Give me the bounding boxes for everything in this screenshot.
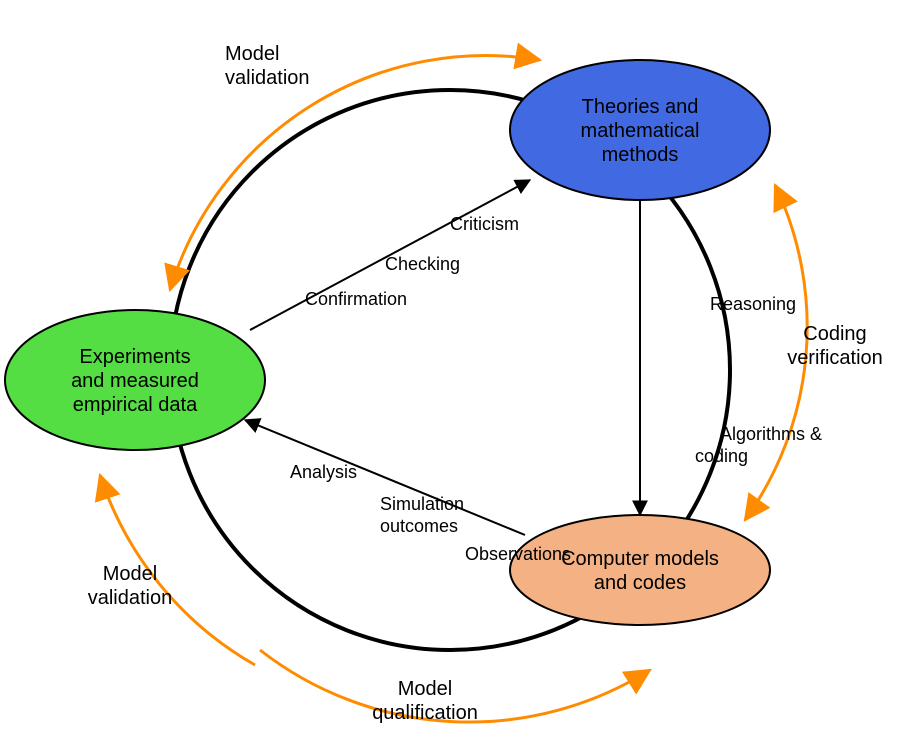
lbl-observations: Observations	[465, 544, 571, 564]
label-experiments: Experimentsand measuredempirical data	[71, 346, 199, 416]
outer-model-validation-top: Modelvalidation	[225, 43, 310, 89]
lbl-simulation2: outcomes	[380, 516, 458, 536]
lbl-checking: Checking	[385, 254, 460, 274]
lbl-reasoning: Reasoning	[710, 294, 796, 314]
node-computer	[510, 515, 770, 625]
lbl-criticism: Criticism	[450, 214, 519, 234]
diagram-canvas: Theories andmathematicalmethods Experime…	[0, 0, 902, 739]
lbl-coding: coding	[695, 446, 748, 466]
outer-model-qualification: Modelqualification	[372, 678, 478, 724]
lbl-confirmation: Confirmation	[305, 289, 407, 309]
lbl-algorithms: Algorithms &	[720, 424, 822, 444]
lbl-simulation1: Simulation	[380, 494, 464, 514]
lbl-analysis: Analysis	[290, 462, 357, 482]
outer-coding-verification: Codingverification	[787, 323, 883, 369]
